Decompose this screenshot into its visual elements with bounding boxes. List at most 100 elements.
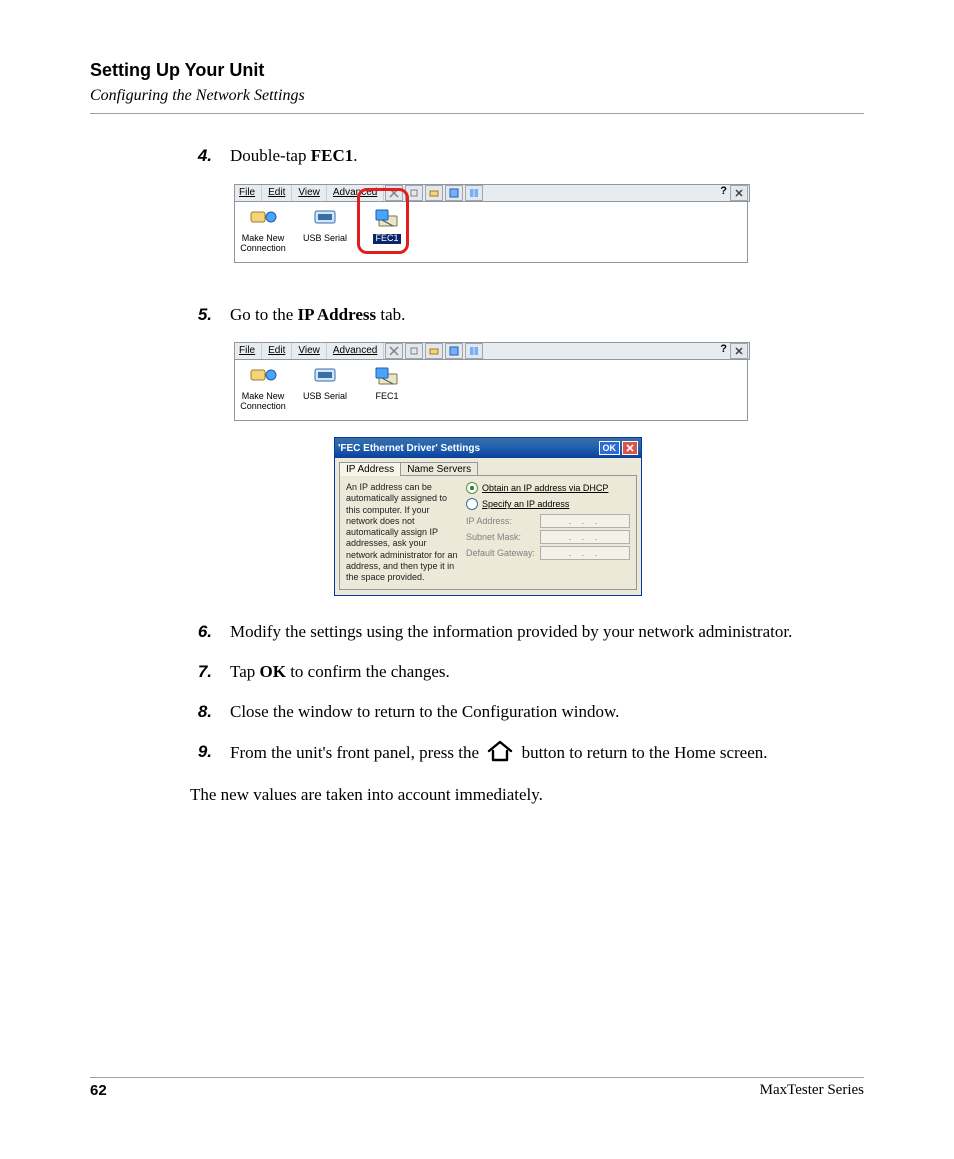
connection-icon [247,364,279,390]
label: USB Serial [301,234,349,244]
window-toolbar: File Edit View Advanced ? [234,342,750,360]
dialog-body: An IP address can be automatically assig… [339,475,637,590]
row-subnet-mask: Subnet Mask: . . . [466,530,630,544]
tab-ip-address[interactable]: IP Address [339,462,401,476]
ip-input[interactable]: . . . [540,514,630,528]
dialog-description: An IP address can be automatically assig… [346,482,458,583]
paste-icon[interactable] [405,343,423,359]
page-subtitle: Configuring the Network Settings [90,87,864,105]
dialog-ok-button[interactable]: OK [599,441,621,455]
page-footer: 62 MaxTester Series [90,1069,864,1099]
radio-specify[interactable]: Specify an IP address [466,498,630,510]
step-9: 9. From the unit's front panel, press th… [190,740,864,769]
screenshot-step5: File Edit View Advanced ? Make New [234,342,864,596]
menu-edit[interactable]: Edit [262,185,292,201]
icon-area: Make New Connection USB Serial FEC1 [234,360,748,421]
paste-icon[interactable] [405,185,423,201]
step-5: 5. Go to the IP Address tab. [190,303,864,327]
step-text: Close the window to return to the Config… [230,700,864,724]
step-6: 6. Modify the settings using the informa… [190,620,864,644]
text: to confirm the changes. [286,662,450,681]
text: . [353,146,357,165]
icon-usb-serial[interactable]: USB Serial [301,206,349,254]
step-text: From the unit's front panel, press the b… [230,740,864,769]
dialog-form: Obtain an IP address via DHCP Specify an… [466,482,630,583]
icon-usb-serial[interactable]: USB Serial [301,364,349,412]
home-icon [487,740,513,769]
close-icon[interactable] [730,343,748,359]
dialog-close-button[interactable] [622,441,638,455]
menu-file[interactable]: File [235,185,262,201]
label-selected: FEC1 [373,234,400,244]
bold-text: FEC1 [311,146,354,165]
dialog-titlebar: 'FEC Ethernet Driver' Settings OK [335,438,641,458]
menu-advanced[interactable]: Advanced [327,343,384,359]
window-toolbar: File Edit View Advanced ? [234,184,750,202]
icon-make-new-connection[interactable]: Make New Connection [239,206,287,254]
help-icon[interactable]: ? [718,185,729,201]
menu-edit[interactable]: Edit [262,343,292,359]
label: View [298,345,320,356]
series-label: MaxTester Series [760,1082,864,1099]
page-number: 62 [90,1082,107,1099]
text: From the unit's front panel, press the [230,743,483,762]
fec-settings-dialog: 'FEC Ethernet Driver' Settings OK IP Add… [334,437,642,596]
label: Specify an IP address [482,499,569,509]
label: Edit [268,345,285,356]
label: Default Gateway: [466,548,536,558]
radio-dhcp[interactable]: Obtain an IP address via DHCP [466,482,630,494]
icon-fec1[interactable]: FEC1 [363,206,411,254]
row-default-gateway: Default Gateway: . . . [466,546,630,560]
step-number: 5. [190,303,212,327]
step-text: Tap OK to confirm the changes. [230,660,864,684]
tab-name-servers[interactable]: Name Servers [400,462,478,476]
folder-icon[interactable] [425,185,443,201]
cut-icon[interactable] [385,185,403,201]
close-icon[interactable] [730,185,748,201]
help-icon[interactable]: ? [718,343,729,359]
icon-make-new-connection[interactable]: Make New Connection [239,364,287,412]
gateway-input[interactable]: . . . [540,546,630,560]
view-icon[interactable] [465,343,483,359]
menu-view[interactable]: View [292,343,327,359]
label: File [239,345,255,356]
label: Obtain an IP address via DHCP [482,483,608,493]
window-icon[interactable] [445,343,463,359]
network-adapter-icon [371,206,403,232]
text: button to return to the Home screen. [522,743,768,762]
view-icon[interactable] [465,185,483,201]
device-icon [309,364,341,390]
header-rule [90,113,864,114]
menu-file[interactable]: File [235,343,262,359]
label: ? [720,185,727,197]
label: FEC1 [363,392,411,402]
text: Tap [230,662,260,681]
step-text: Modify the settings using the informatio… [230,620,864,644]
icon-fec1[interactable]: FEC1 [363,364,411,412]
step-number: 8. [190,700,212,724]
footer-rule [90,1077,864,1078]
label: Edit [268,187,285,198]
menu-view[interactable]: View [292,185,327,201]
closing-text: The new values are taken into account im… [190,785,864,805]
label: ? [720,343,727,355]
label: Advanced [333,345,377,356]
label: IP Address: [466,516,536,526]
menu-advanced[interactable]: Advanced [327,185,384,201]
label: View [298,187,320,198]
folder-icon[interactable] [425,343,443,359]
step-text: Go to the IP Address tab. [230,303,864,327]
step-number: 9. [190,740,212,769]
step-number: 4. [190,144,212,168]
label: Connection [239,244,287,254]
bold-text: IP Address [298,305,377,324]
cut-icon[interactable] [385,343,403,359]
icon-area: Make New Connection USB Serial FEC1 [234,202,748,263]
label: File [239,187,255,198]
window-icon[interactable] [445,185,463,201]
dialog-tabs: IP Address Name Servers [335,458,641,476]
subnet-input[interactable]: . . . [540,530,630,544]
step-text: Double-tap FEC1. [230,144,864,168]
label: USB Serial [301,392,349,402]
label: Advanced [333,187,377,198]
